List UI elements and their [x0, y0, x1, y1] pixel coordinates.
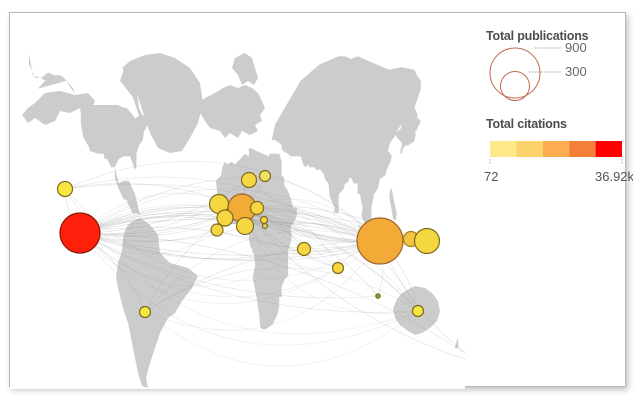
svg-text:36.92k: 36.92k [595, 169, 633, 184]
svg-text:900: 900 [565, 40, 587, 55]
svg-text:72: 72 [484, 169, 498, 184]
svg-text:300: 300 [565, 64, 587, 79]
